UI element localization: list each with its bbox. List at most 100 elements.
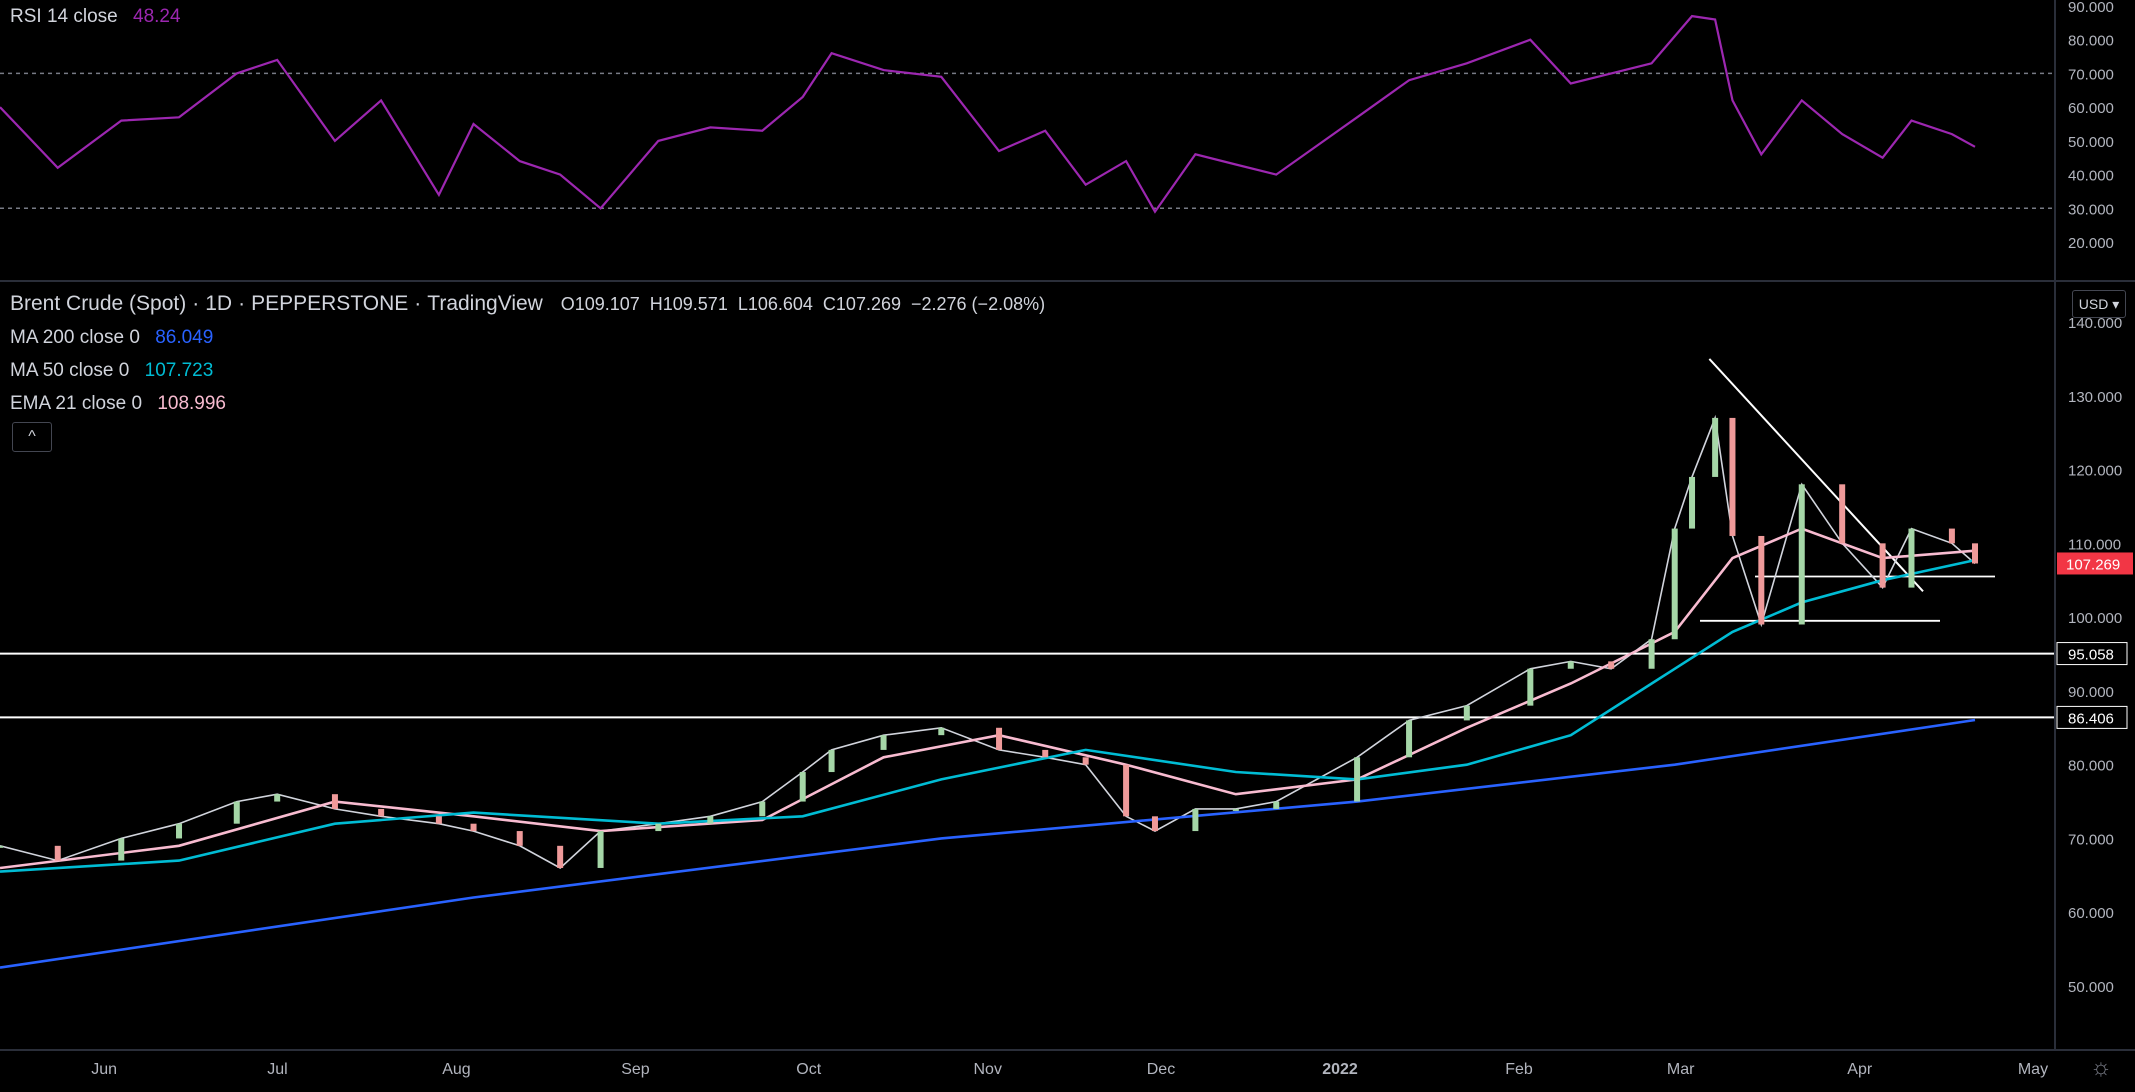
price-candle [1273, 801, 1280, 809]
ema21-legend[interactable]: EMA 21 close 0 108.996 [10, 393, 226, 415]
price-candle [378, 808, 385, 817]
price-axis-tick: 90.000 [2068, 684, 2114, 701]
price-axis-tick: 130.000 [2068, 389, 2122, 406]
low-value: L106.604 [737, 294, 813, 314]
high-value: H109.571 [649, 294, 728, 314]
price-candle [828, 749, 835, 773]
price-close-line [0, 414, 1976, 869]
time-axis-label: May [2018, 1061, 2048, 1078]
price-candle [1354, 757, 1361, 802]
price-candle [331, 794, 338, 809]
currency-label: USD [2078, 296, 2109, 312]
time-axis-label: 2022 [1322, 1061, 1358, 1078]
price-candle [1608, 661, 1615, 669]
rsi-legend-label: RSI 14 close [10, 6, 118, 27]
price-candle [435, 816, 442, 824]
broker-name: PEPPERSTONE [251, 292, 409, 315]
rsi-axis-tick: 40.000 [2068, 168, 2114, 185]
price-candle [1689, 476, 1696, 529]
price-panel [0, 358, 2055, 969]
trend-line [1708, 358, 1924, 592]
time-axis-label: Dec [1147, 1061, 1175, 1078]
time-axis-label: Feb [1505, 1061, 1533, 1078]
time-axis-label: Apr [1847, 1061, 1873, 1078]
rsi-line [0, 14, 1976, 214]
ema21-line [0, 527, 1976, 870]
price-candle [1972, 543, 1978, 564]
ma50-value: 107.723 [144, 360, 214, 381]
rsi-panel [0, 14, 2055, 214]
price-candle [274, 794, 281, 802]
last-price-tag [2057, 552, 2133, 575]
rsi-axis-tick: 30.000 [2068, 201, 2114, 218]
collapse-legend-button[interactable]: ^ [12, 422, 52, 452]
chevron-down-icon: ▾ [2112, 296, 2120, 312]
price-candle [176, 823, 183, 839]
price-candle [516, 831, 523, 846]
price-candle [1406, 720, 1413, 758]
price-candle [1712, 417, 1719, 477]
symbol-name[interactable]: Brent Crude (Spot) [10, 292, 187, 315]
rsi-axis-tick: 20.000 [2068, 235, 2114, 252]
price-axis-tick: 100.000 [2068, 610, 2122, 627]
price-candle [759, 801, 766, 817]
price-candle [557, 845, 564, 868]
ma50-legend[interactable]: MA 50 close 0 107.723 [10, 360, 213, 382]
price-candle [1151, 816, 1158, 832]
interval[interactable]: 1D [205, 292, 233, 315]
rsi-legend-value: 48.24 [133, 6, 181, 27]
price-axis-tick: 70.000 [2068, 831, 2114, 848]
level-label-box [2056, 642, 2128, 666]
price-candle [1879, 543, 1886, 588]
symbol-header: Brent Crude (Spot) · 1D · PEPPERSTONE · Tradin… [10, 292, 1055, 316]
price-candle [54, 845, 61, 861]
price-candle [880, 735, 887, 750]
price-candle [1908, 528, 1915, 588]
price-candle [1042, 749, 1049, 758]
ema21-value: 108.996 [157, 393, 226, 414]
rsi-axis-tick: 60.000 [2068, 100, 2114, 117]
price-candle [1527, 668, 1534, 706]
rsi-axis-tick: 70.000 [2068, 66, 2114, 83]
level-label: 95.058 [2068, 647, 2114, 664]
level-label-box [2056, 705, 2128, 729]
price-candle [1729, 417, 1736, 536]
time-axis-label: Oct [796, 1061, 821, 1078]
price-candle [118, 838, 125, 861]
time-axis-label: Nov [973, 1061, 1001, 1078]
price-candle [233, 801, 240, 824]
ma200-value: 86.049 [155, 327, 214, 348]
time-axis-label: Aug [442, 1061, 470, 1078]
price-candle [1123, 764, 1130, 817]
ma50-label: MA 50 close 0 [10, 360, 130, 381]
level-label: 86.406 [2068, 710, 2114, 727]
price-candle [1567, 661, 1574, 669]
price-candle [1798, 484, 1805, 625]
rsi-axis-tick: 90.000 [2068, 0, 2114, 16]
ohlc-values: O109.107 H109.571 L106.604 C107.269 −2.276 (… [561, 294, 1055, 314]
time-axis-label: Mar [1667, 1061, 1695, 1078]
ma200-label: MA 200 close 0 [10, 327, 140, 348]
price-candle [597, 831, 604, 868]
settings-gear-icon[interactable]: ☼ [2090, 1054, 2112, 1081]
price-axis-tick: 120.000 [2068, 463, 2122, 480]
time-axis-label: Sep [621, 1061, 650, 1078]
change-value: −2.276 (−2.08%) [911, 294, 1046, 314]
ma200-line [0, 718, 1976, 969]
price-candle [470, 823, 477, 832]
ma200-legend[interactable]: MA 200 close 0 86.049 [10, 327, 213, 349]
price-candle [1671, 528, 1678, 640]
rsi-axis-tick: 50.000 [2068, 134, 2114, 151]
price-candle [1648, 639, 1655, 669]
price-candle [799, 772, 806, 802]
time-axis-label: Jun [91, 1061, 117, 1078]
ema21-label: EMA 21 close 0 [10, 393, 143, 414]
price-candle [1232, 808, 1239, 811]
price-candle [1758, 535, 1765, 625]
rsi-axis-tick: 80.000 [2068, 33, 2114, 50]
currency-button[interactable]: USD ▾ [2072, 290, 2126, 318]
price-candle [1192, 808, 1199, 832]
price-axis-tick: 50.000 [2068, 979, 2114, 996]
